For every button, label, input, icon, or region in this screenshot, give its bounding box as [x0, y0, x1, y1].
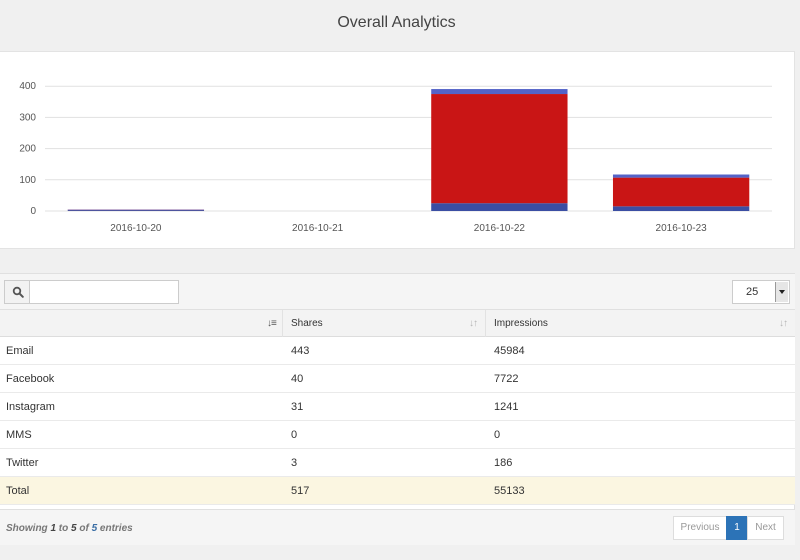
bar-segment[interactable] — [431, 89, 568, 95]
search-icon — [12, 286, 24, 298]
x-tick-label: 2016-10-21 — [292, 223, 344, 234]
bar-segment[interactable] — [67, 210, 205, 211]
y-tick-label: 0 — [30, 206, 36, 217]
cell-impressions: 45984 — [494, 345, 525, 357]
page-length-value: 25 — [746, 286, 759, 298]
analytics-table-panel: 25 ↓≡ Shares ↓↑ Impressions ↓↑ Email 443… — [0, 273, 795, 545]
cell-name: Twitter — [6, 457, 39, 469]
bar-segment[interactable] — [612, 174, 750, 178]
x-tick-label: 2016-10-22 — [474, 223, 526, 234]
table-row: Email 443 45984 — [0, 337, 795, 365]
stacked-bar-chart: 0 100 200 300 400 2016-10-20 2016-10-21 2016-10… — [19, 81, 772, 234]
search-input[interactable] — [29, 280, 179, 304]
y-tick-label: 100 — [19, 175, 36, 186]
table-info: Showing 1 to 5 of 5 entries — [6, 523, 133, 534]
table-row: Facebook 40 7722 — [0, 365, 795, 393]
cell-name: Instagram — [6, 401, 55, 413]
column-header-shares[interactable]: Shares ↓↑ — [283, 310, 486, 337]
table-row: Instagram 31 1241 — [0, 393, 795, 421]
cell-impressions: 186 — [494, 457, 513, 469]
page-1-button[interactable]: 1 — [726, 516, 748, 540]
previous-page-button[interactable]: Previous — [673, 516, 727, 540]
search-button[interactable] — [4, 280, 30, 304]
y-tick-label: 300 — [19, 112, 36, 123]
cell-impressions: 0 — [494, 429, 501, 441]
column-header-shares-label: Shares — [291, 318, 323, 329]
table-row: MMS 0 0 — [0, 421, 795, 449]
sort-both-icon: ↓↑ — [779, 318, 788, 329]
total-label: Total — [6, 485, 30, 497]
cell-name: MMS — [6, 429, 32, 441]
table-header: ↓≡ Shares ↓↑ Impressions ↓↑ — [0, 310, 795, 337]
next-page-button[interactable]: Next — [747, 516, 784, 540]
cell-impressions: 7722 — [494, 373, 519, 385]
cell-name: Email — [6, 345, 34, 357]
cell-shares: 0 — [291, 429, 298, 441]
y-tick-label: 200 — [19, 144, 36, 155]
table-total-row: Total 517 55133 — [0, 477, 795, 505]
sort-both-icon: ↓↑ — [469, 318, 478, 329]
cell-shares: 3 — [291, 457, 298, 469]
table-row: Twitter 3 186 — [0, 449, 795, 477]
page-length-select[interactable]: 25 — [732, 280, 790, 304]
cell-impressions: 1241 — [494, 401, 519, 413]
bar-segment[interactable] — [612, 177, 750, 207]
sort-ascending-icon: ↓≡ — [267, 318, 277, 329]
caret-down-icon — [775, 282, 788, 302]
data-table: ↓≡ Shares ↓↑ Impressions ↓↑ Email 443 45… — [0, 310, 795, 505]
y-tick-label: 400 — [19, 81, 36, 92]
column-header-impressions[interactable]: Impressions ↓↑ — [486, 310, 795, 337]
page-title: Overall Analytics — [337, 14, 456, 31]
x-tick-label: 2016-10-20 — [110, 223, 162, 234]
bar-segment[interactable] — [431, 94, 568, 204]
x-tick-label: 2016-10-23 — [656, 223, 708, 234]
total-impressions: 55133 — [494, 485, 525, 497]
cell-shares: 31 — [291, 401, 304, 413]
total-shares: 517 — [291, 485, 310, 497]
column-header-impressions-label: Impressions — [494, 318, 548, 329]
cell-shares: 443 — [291, 345, 310, 357]
table-toolbar: 25 — [0, 274, 795, 310]
bar-segment[interactable] — [431, 203, 568, 211]
column-header-name[interactable]: ↓≡ — [0, 310, 283, 337]
pagination: Previous 1 Next — [673, 516, 784, 540]
cell-name: Facebook — [6, 373, 55, 385]
bar-segment[interactable] — [612, 206, 750, 211]
chart-panel: 0 100 200 300 400 2016-10-20 2016-10-21 2016-10… — [0, 51, 795, 249]
cell-shares: 40 — [291, 373, 304, 385]
table-footer: Showing 1 to 5 of 5 entries Previous 1 N… — [0, 509, 795, 545]
